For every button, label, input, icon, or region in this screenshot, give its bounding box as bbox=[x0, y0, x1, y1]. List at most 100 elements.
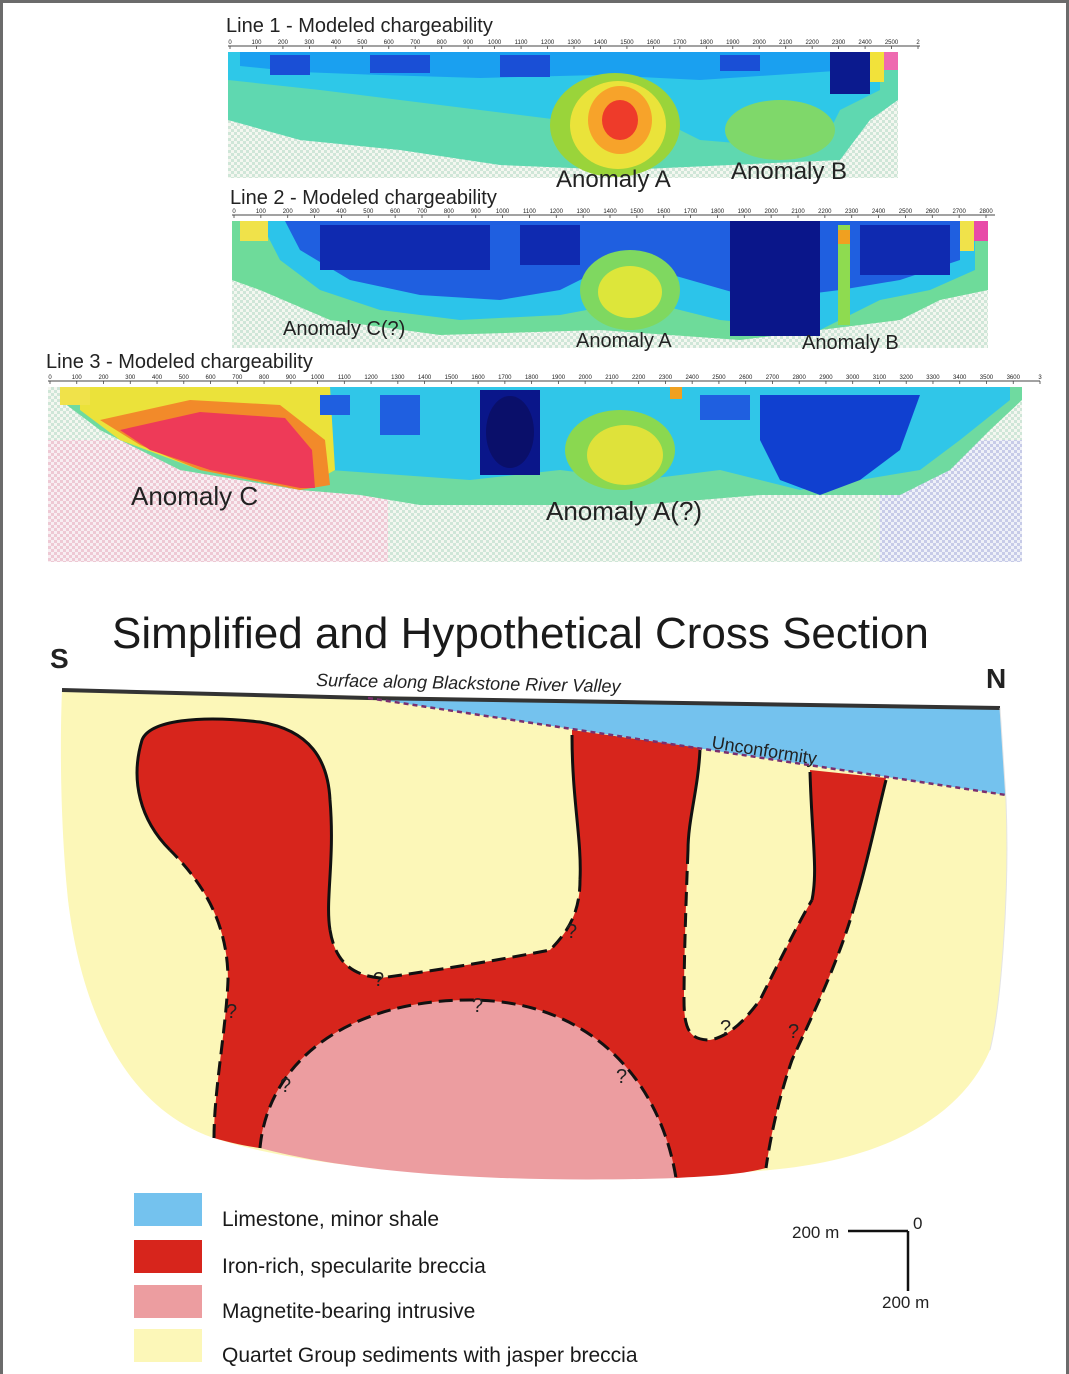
axis-tick-label: 400 bbox=[152, 375, 163, 381]
axis-tick-label: 700 bbox=[232, 375, 243, 381]
axis-tick-label: 300 bbox=[304, 40, 315, 46]
axis-tick-label: 1100 bbox=[523, 209, 537, 215]
legend-swatch-breccia bbox=[134, 1240, 202, 1273]
question-mark: ? bbox=[472, 995, 483, 1017]
line1-axis: 0 100 200 300 400 500 600 700 800 900 1000 1100 1200… bbox=[228, 40, 920, 49]
scale-bar: 200 m 0 200 m bbox=[792, 1214, 929, 1312]
axis-tick-label: 1600 bbox=[657, 209, 671, 215]
axis-tick-label: 0 bbox=[48, 375, 52, 381]
axis-tick-label: 2600 bbox=[926, 209, 940, 215]
axis-tick-label: 1900 bbox=[552, 375, 566, 381]
axis-tick-label: 2400 bbox=[685, 375, 699, 381]
axis-tick-label: 3400 bbox=[953, 375, 967, 381]
legend: Limestone, minor shale Iron-rich, specul… bbox=[134, 1193, 638, 1367]
axis-tick-label: 2400 bbox=[858, 40, 872, 46]
axis-tick-label: 600 bbox=[206, 375, 217, 381]
axis-tick-label: 1200 bbox=[550, 209, 564, 215]
axis-tick-label: 2100 bbox=[791, 209, 805, 215]
axis-tick-label: 2500 bbox=[885, 40, 899, 46]
axis-tick-label: 600 bbox=[384, 40, 395, 46]
axis-tick-label: 1400 bbox=[418, 375, 432, 381]
axis-tick-label: 3 bbox=[1038, 375, 1042, 381]
south-label: S bbox=[50, 643, 69, 674]
axis-tick-label: 2900 bbox=[819, 375, 833, 381]
axis-tick-label: 1400 bbox=[603, 209, 617, 215]
legend-label-sediments: Quartet Group sediments with jasper brec… bbox=[222, 1344, 638, 1367]
axis-tick-label: 1000 bbox=[311, 375, 325, 381]
axis-tick-label: 200 bbox=[278, 40, 289, 46]
axis-tick-label: 2000 bbox=[764, 209, 778, 215]
legend-swatch-intrusive bbox=[134, 1285, 202, 1318]
axis-tick-label: 2200 bbox=[805, 40, 819, 46]
question-mark: ? bbox=[720, 1017, 731, 1039]
axis-tick-label: 2500 bbox=[899, 209, 913, 215]
axis-tick-label: 2800 bbox=[979, 209, 993, 215]
question-mark: ? bbox=[788, 1021, 799, 1043]
line3-axis: 0 100 200 300 400 500 600 700 800 900 1000 1100 1200… bbox=[48, 375, 1042, 384]
line2-title: Line 2 - Modeled chargeability bbox=[230, 187, 497, 209]
axis-tick-label: 1700 bbox=[673, 40, 687, 46]
line2-section: Line 2 - Modeled chargeability 0 100 200 30… bbox=[230, 187, 995, 354]
line1-model bbox=[228, 52, 898, 178]
axis-tick-label: 2000 bbox=[753, 40, 767, 46]
axis-tick-label: 900 bbox=[471, 209, 482, 215]
line2-anomaly-b: Anomaly B bbox=[802, 332, 899, 354]
axis-tick-label: 2300 bbox=[845, 209, 859, 215]
axis-tick-label: 900 bbox=[286, 375, 297, 381]
axis-tick-label: 1600 bbox=[471, 375, 485, 381]
axis-tick-label: 800 bbox=[437, 40, 448, 46]
axis-tick-label: 1600 bbox=[647, 40, 661, 46]
axis-tick-label: 2000 bbox=[578, 375, 592, 381]
scale-vertical-label: 200 m bbox=[882, 1293, 929, 1312]
axis-tick-label: 2300 bbox=[832, 40, 846, 46]
legend-swatch-sediments bbox=[134, 1329, 202, 1362]
line2-anomaly-c: Anomaly C(?) bbox=[283, 318, 405, 340]
axis-tick-label: 1500 bbox=[620, 40, 634, 46]
axis-tick-label: 500 bbox=[357, 40, 368, 46]
axis-tick-label: 1800 bbox=[711, 209, 725, 215]
scale-zero-label: 0 bbox=[913, 1214, 922, 1233]
line1-anomaly-b: Anomaly B bbox=[731, 158, 847, 185]
axis-tick-label: 0 bbox=[232, 209, 236, 215]
axis-tick-label: 2100 bbox=[779, 40, 793, 46]
line2-anomaly-a: Anomaly A bbox=[576, 330, 672, 352]
axis-tick-label: 200 bbox=[99, 375, 110, 381]
legend-swatch-limestone bbox=[134, 1193, 202, 1226]
line3-model bbox=[48, 387, 1022, 562]
axis-tick-label: 2300 bbox=[659, 375, 673, 381]
axis-tick-label: 2100 bbox=[605, 375, 619, 381]
axis-tick-label: 100 bbox=[256, 209, 267, 215]
line2-model bbox=[232, 221, 988, 348]
axis-tick-label: 2800 bbox=[793, 375, 807, 381]
north-label: N bbox=[986, 663, 1006, 694]
axis-tick-label: 1500 bbox=[445, 375, 459, 381]
axis-tick-label: 2600 bbox=[739, 375, 753, 381]
uncertain-contact-marks: ? ? ? ? ? ? ? ? bbox=[226, 921, 799, 1097]
line3-anomaly-a: Anomaly A(?) bbox=[546, 496, 702, 526]
question-mark: ? bbox=[226, 1001, 237, 1023]
question-mark: ? bbox=[373, 969, 384, 991]
axis-tick-label: 0 bbox=[228, 40, 232, 46]
axis-tick-label: 1700 bbox=[684, 209, 698, 215]
axis-tick-label: 300 bbox=[125, 375, 136, 381]
axis-tick-label: 400 bbox=[331, 40, 342, 46]
axis-tick-label: 1900 bbox=[738, 209, 752, 215]
question-mark: ? bbox=[280, 1075, 291, 1097]
legend-label-limestone: Limestone, minor shale bbox=[222, 1208, 439, 1231]
legend-label-breccia: Iron-rich, specularite breccia bbox=[222, 1255, 486, 1278]
axis-tick-label: 1100 bbox=[515, 40, 529, 46]
axis-tick-label: 100 bbox=[72, 375, 83, 381]
axis-tick-label: 3000 bbox=[846, 375, 860, 381]
axis-tick-label: 1000 bbox=[496, 209, 510, 215]
scale-horizontal-label: 200 m bbox=[792, 1223, 839, 1242]
cross-section-title: Simplified and Hypothetical Cross Sectio… bbox=[112, 609, 929, 658]
axis-tick-label: 3300 bbox=[926, 375, 940, 381]
line1-title: Line 1 - Modeled chargeability bbox=[226, 15, 493, 37]
axis-tick-label: 800 bbox=[259, 375, 270, 381]
legend-label-intrusive: Magnetite-bearing intrusive bbox=[222, 1300, 475, 1323]
question-mark: ? bbox=[566, 921, 577, 943]
cross-section-body bbox=[60, 688, 1008, 1180]
axis-tick-label: 3200 bbox=[900, 375, 914, 381]
